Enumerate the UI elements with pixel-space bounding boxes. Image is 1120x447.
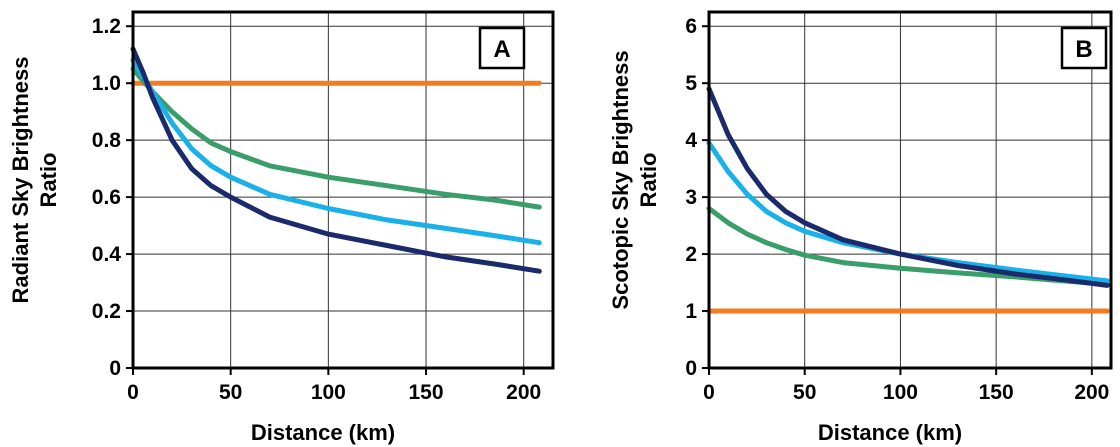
y-tick-label: 1 [685,300,697,323]
panel-label: B [1075,36,1092,63]
y-axis-label: Ratio [36,153,61,208]
series-line-green [706,206,1110,287]
series-line-navy [706,86,1110,288]
x-tick-label: 150 [979,381,1014,404]
y-axis-label: Ratio [636,153,661,208]
x-tick-label: 50 [793,381,816,404]
y-tick-label: 3 [685,186,697,209]
x-axis-label: Distance (km) [818,420,962,445]
series-line-green [130,66,542,210]
series-line-lightblue [130,57,542,246]
x-axis-label: Distance (km) [251,420,395,445]
y-tick-label: 0 [109,357,121,380]
y-tick-label: 1.2 [92,15,121,38]
x-tick-label: 50 [219,381,242,404]
plot-frame [707,10,1113,370]
y-tick-label: 0.6 [92,186,121,209]
panel-label-box [1060,26,1108,70]
y-axis-label: Radiant Sky Brightness [8,57,33,304]
x-tick-label: 100 [883,381,918,404]
y-tick-label: 2 [685,243,697,266]
plot-frame [131,10,555,370]
x-tick-label: 100 [311,381,346,404]
y-tick-label: 4 [685,129,697,152]
y-tick-label: 0.8 [92,129,122,152]
y-tick-label: 0.4 [92,243,122,266]
panel-label-box [478,26,526,70]
y-tick-label: 1.0 [92,72,121,95]
y-tick-label: 0.2 [92,300,121,323]
x-tick-label: 0 [703,381,715,404]
x-tick-label: 0 [127,381,139,404]
series-line-lightblue [706,140,1110,284]
y-axis-label: Scotopic Sky Brightness [608,50,633,309]
x-tick-label: 200 [506,381,541,404]
x-tick-label: 200 [1074,381,1109,404]
chart-panel-a: 0 50 100 150 200 0 0.2 0.4 0.6 0.8 1.0 1.2 Distance … [8,10,555,445]
y-tick-label: 0 [685,357,697,380]
series-line-navy [130,46,542,274]
y-tick-label: 5 [685,72,697,95]
panel-label: A [493,36,510,63]
x-tick-label: 150 [408,381,443,404]
y-tick-label: 6 [685,15,697,38]
chart-panel-b: 0 50 100 150 200 0 1 2 3 4 5 6 Distance (km) Scotopic… [608,10,1113,445]
